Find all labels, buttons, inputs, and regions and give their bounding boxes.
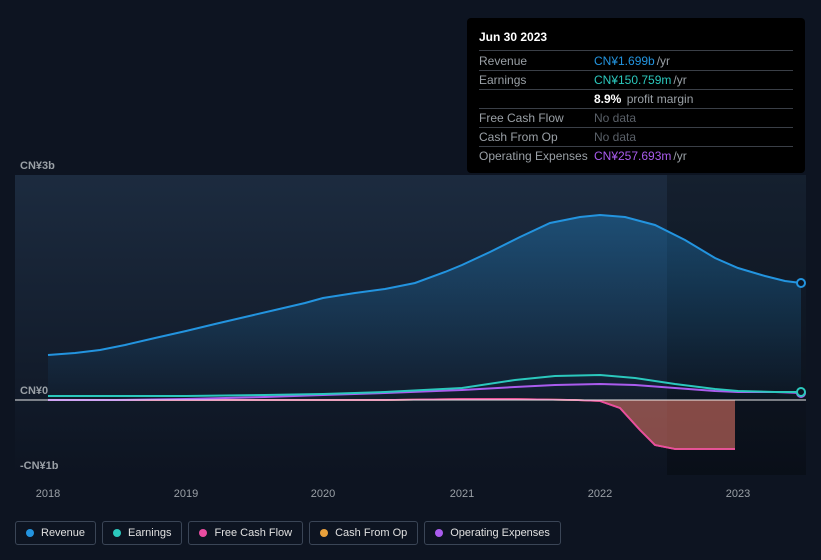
tooltip-row-label: Earnings <box>479 73 594 87</box>
y-axis-label: -CN¥1b <box>20 460 59 472</box>
x-axis-label: 2020 <box>311 488 335 500</box>
x-axis-label: 2021 <box>450 488 474 500</box>
y-axis-label: CN¥0 <box>20 385 48 397</box>
tooltip-row: EarningsCN¥150.759m/yr <box>479 71 793 90</box>
legend-item-free-cash-flow[interactable]: Free Cash Flow <box>188 521 303 545</box>
legend-item-label: Revenue <box>41 527 85 539</box>
legend-item-label: Cash From Op <box>335 527 407 539</box>
legend-dot-icon <box>113 529 121 537</box>
tooltip-row-value: CN¥1.699b/yr <box>594 54 670 68</box>
legend-item-label: Free Cash Flow <box>214 527 292 539</box>
tooltip-row-label: Free Cash Flow <box>479 111 594 125</box>
legend-item-cash-from-op[interactable]: Cash From Op <box>309 521 418 545</box>
legend-dot-icon <box>435 529 443 537</box>
chart-svg <box>15 160 806 475</box>
tooltip-row: Cash From OpNo data <box>479 128 793 147</box>
legend-item-operating-expenses[interactable]: Operating Expenses <box>424 521 561 545</box>
tooltip-row: Free Cash FlowNo data <box>479 109 793 128</box>
legend-item-label: Operating Expenses <box>450 527 550 539</box>
legend-item-revenue[interactable]: Revenue <box>15 521 96 545</box>
tooltip-row-label: Cash From Op <box>479 130 594 144</box>
x-axis-label: 2018 <box>36 488 60 500</box>
tooltip-date: Jun 30 2023 <box>479 26 793 51</box>
tooltip-row-label <box>479 92 594 106</box>
financials-chart[interactable] <box>15 160 806 500</box>
legend-dot-icon <box>26 529 34 537</box>
chart-legend: Revenue Earnings Free Cash Flow Cash From O… <box>15 521 561 545</box>
tooltip-row-value: CN¥150.759m/yr <box>594 73 687 87</box>
x-axis-label: 2022 <box>588 488 612 500</box>
x-axis: 2018 2019 2020 2021 2022 2023 <box>15 488 806 508</box>
tooltip-row-label: Revenue <box>479 54 594 68</box>
x-axis-label: 2019 <box>174 488 198 500</box>
tooltip-rows: RevenueCN¥1.699b/yrEarningsCN¥150.759m/y… <box>479 52 793 165</box>
tooltip-row: 8.9% profit margin <box>479 90 793 109</box>
x-axis-label: 2023 <box>726 488 750 500</box>
chart-tooltip: Jun 30 2023 RevenueCN¥1.699b/yrEarningsC… <box>467 18 805 173</box>
tooltip-row-value: No data <box>594 111 636 125</box>
legend-dot-icon <box>320 529 328 537</box>
tooltip-row: RevenueCN¥1.699b/yr <box>479 52 793 71</box>
legend-dot-icon <box>199 529 207 537</box>
legend-item-earnings[interactable]: Earnings <box>102 521 182 545</box>
y-axis-label: CN¥3b <box>20 160 55 172</box>
tooltip-row-value: No data <box>594 130 636 144</box>
tooltip-row-value: 8.9% profit margin <box>594 92 693 106</box>
legend-item-label: Earnings <box>128 527 171 539</box>
